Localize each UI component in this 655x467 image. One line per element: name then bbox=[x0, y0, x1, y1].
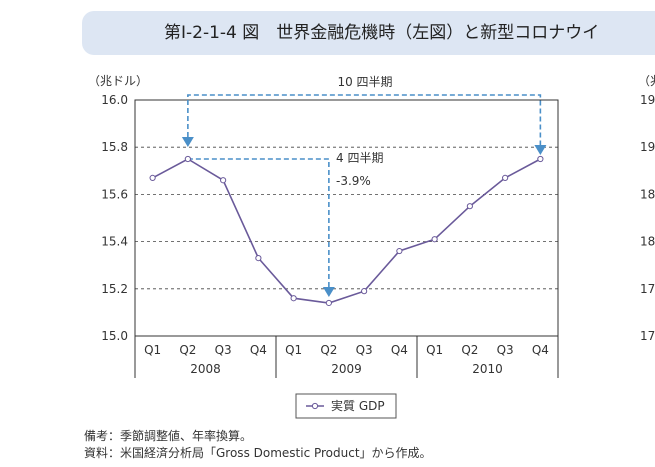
span-arrow-head-left bbox=[181, 137, 194, 147]
y-tick-label: 16.0 bbox=[101, 93, 128, 107]
series-line bbox=[152, 158, 541, 304]
y-tick-label: 15.4 bbox=[101, 235, 128, 249]
year-label: 2008 bbox=[190, 362, 221, 376]
right-y-tick-label: 17 bbox=[640, 329, 655, 343]
year-label: 2009 bbox=[331, 362, 362, 376]
figure-title: 第Ⅰ-2-1-4 図 世界金融危機時（左図）と新型コロナウイ bbox=[164, 23, 600, 43]
x-tick-label: Q2 bbox=[461, 343, 478, 357]
x-tick-label: Q4 bbox=[532, 343, 549, 357]
right-y-tick-label: 18 bbox=[640, 187, 655, 201]
y-tick-label: 15.8 bbox=[101, 140, 128, 154]
x-tick-label: Q4 bbox=[391, 343, 408, 357]
drop-arrow-head bbox=[322, 286, 335, 297]
note-remarks: 備考：季節調整値、年率換算。 bbox=[84, 429, 253, 443]
span-label: 10 四半期 bbox=[337, 75, 392, 89]
data-point bbox=[325, 299, 332, 307]
series-real-gdp bbox=[149, 155, 544, 307]
right-y-axis-label: （兆 bbox=[638, 74, 655, 88]
data-point bbox=[537, 155, 544, 163]
y-axis-label: （兆ドル） bbox=[88, 74, 148, 88]
y-tick-label: 15.0 bbox=[101, 329, 128, 343]
data-point bbox=[396, 247, 403, 255]
x-tick-label: Q3 bbox=[497, 343, 514, 357]
plot-frame bbox=[134, 99, 559, 337]
data-point bbox=[431, 236, 438, 243]
y-tick-label: 15.6 bbox=[101, 187, 128, 201]
right-y-tick-label: 19 bbox=[640, 93, 655, 107]
x-tick-label: Q3 bbox=[356, 343, 373, 357]
right-y-tick-labels: 19 19 18 18 17 17 bbox=[640, 93, 655, 343]
x-tick-label: Q1 bbox=[426, 343, 443, 357]
header-banner bbox=[82, 11, 655, 55]
x-tick-label: Q1 bbox=[285, 343, 302, 357]
data-point bbox=[502, 174, 509, 181]
x-tick-label: Q4 bbox=[250, 343, 267, 357]
x-tick-label: Q2 bbox=[320, 343, 337, 357]
x-tick-label: Q1 bbox=[144, 343, 161, 357]
x-axis: Q1 Q2 Q3 Q4 Q1 Q2 Q3 Q4 Q1 Q2 Q3 Q4 2008 2009 2010 bbox=[134, 336, 559, 378]
plot-border bbox=[134, 99, 559, 337]
span-arrow-head-right bbox=[534, 145, 547, 155]
data-point bbox=[149, 174, 156, 181]
x-tick-label: Q2 bbox=[179, 343, 196, 357]
note-source: 資料：米国経済分析局「Gross Domestic Product」から作成。 bbox=[84, 446, 432, 460]
y-tick-label: 15.2 bbox=[101, 282, 128, 296]
data-point bbox=[255, 255, 262, 262]
span-arrow-line bbox=[187, 94, 542, 145]
legend: 実質 GDP bbox=[295, 393, 397, 419]
legend-marker-icon bbox=[311, 402, 319, 410]
right-y-tick-label: 17 bbox=[640, 282, 655, 296]
data-point bbox=[290, 295, 297, 302]
right-y-tick-label: 18 bbox=[640, 235, 655, 249]
y-tick-labels: 16.0 15.8 15.6 15.4 15.2 15.0 bbox=[101, 93, 128, 343]
right-y-tick-label: 19 bbox=[640, 140, 655, 154]
grid-lines bbox=[135, 146, 558, 290]
year-label: 2010 bbox=[472, 362, 503, 376]
x-tick-label: Q3 bbox=[215, 343, 232, 357]
legend-label: 実質 GDP bbox=[331, 398, 385, 413]
drop-pct-label: -3.9% bbox=[336, 174, 371, 188]
drop-label: 4 四半期 bbox=[336, 151, 383, 165]
data-point bbox=[220, 177, 227, 184]
drop-arrow-line bbox=[187, 158, 330, 287]
data-point bbox=[361, 288, 368, 295]
data-point bbox=[466, 203, 473, 210]
annotations: 10 四半期 4 四半期 -3.9% bbox=[181, 75, 547, 297]
data-point bbox=[184, 155, 191, 163]
